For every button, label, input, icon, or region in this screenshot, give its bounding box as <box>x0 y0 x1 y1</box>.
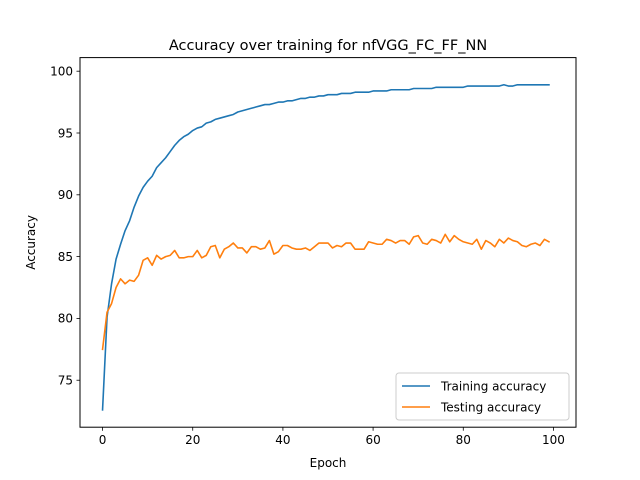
y-tick-label: 100 <box>50 64 73 78</box>
x-tick-label: 0 <box>99 433 107 447</box>
y-tick-label: 80 <box>58 312 73 326</box>
series-line-testing-accuracy <box>101 233 551 351</box>
x-tick-label: 100 <box>542 433 565 447</box>
legend-label-training: Training accuracy <box>440 380 546 394</box>
legend-box <box>395 372 570 421</box>
y-tick-label: 95 <box>58 126 73 140</box>
x-tick-label: 40 <box>275 433 290 447</box>
x-axis-label: Epoch <box>310 456 347 470</box>
legend-label-testing: Testing accuracy <box>440 401 541 415</box>
y-axis-ticks: 75 80 85 90 95 100 <box>50 64 80 388</box>
y-tick-label: 75 <box>58 374 73 388</box>
legend: Training accuracy Testing accuracy <box>395 372 570 421</box>
x-tick-label: 80 <box>456 433 471 447</box>
plot-area-frame <box>79 57 577 428</box>
chart-title: Accuracy over training for nfVGG_FC_FF_N… <box>169 38 487 54</box>
y-tick-label: 90 <box>58 188 73 202</box>
x-tick-label: 20 <box>185 433 200 447</box>
series-layer <box>101 83 551 411</box>
y-tick-label: 85 <box>58 250 73 264</box>
y-axis-label: Accuracy <box>24 215 38 270</box>
x-tick-label: 60 <box>365 433 380 447</box>
series-line-training-accuracy <box>101 83 550 411</box>
x-axis-ticks: 0 20 40 60 80 100 <box>99 427 565 447</box>
